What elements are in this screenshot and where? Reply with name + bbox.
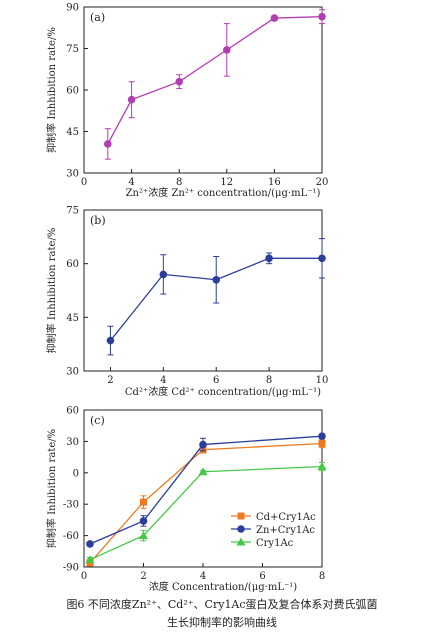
marker-circle — [106, 336, 115, 345]
x-tick-label: 6 — [259, 571, 265, 582]
marker-circle — [270, 14, 279, 22]
x-tick-label: 8 — [266, 375, 272, 386]
marker-circle — [175, 77, 183, 86]
y-tick-label: 30 — [66, 169, 79, 180]
y-tick-label: 60 — [66, 259, 79, 270]
marker-square — [318, 439, 326, 447]
y-tick-label: 60 — [66, 406, 79, 417]
marker-circle — [127, 95, 136, 104]
marker-square — [140, 498, 147, 506]
x-tick-label: 8 — [319, 571, 325, 582]
x-tick-label: 8 — [176, 177, 182, 188]
y-tick-label: 0 — [73, 468, 79, 479]
series-line — [89, 435, 323, 545]
plot-frame — [83, 209, 323, 372]
y-tick-label: 45 — [66, 127, 79, 138]
y-axis-label: 抑制率 Inhibition rate/% — [45, 429, 58, 548]
marker-circle — [86, 540, 94, 548]
y-tick-label: 75 — [66, 44, 79, 55]
series-line — [107, 16, 323, 145]
marker-circle — [212, 275, 221, 284]
panel-label: (a) — [90, 11, 105, 24]
x-tick-label: 0 — [81, 177, 87, 188]
marker-circle — [318, 432, 326, 440]
marker-triangle — [236, 537, 246, 546]
marker-circle — [318, 12, 326, 21]
marker-triangle — [317, 462, 327, 471]
x-tick-label: 20 — [316, 177, 329, 188]
marker-circle — [159, 270, 168, 279]
marker-triangle — [139, 531, 148, 540]
panel-b: (b) 2 4 6 8 10 30 45 60 75 Cd²⁺浓度 Cd²⁺ concentrati… — [45, 206, 328, 399]
y-tick-label: 90 — [66, 3, 79, 14]
x-tick-label: 0 — [81, 571, 87, 582]
panel-label: (b) — [90, 214, 106, 227]
figure-caption-line1: 图6 不同浓度Zn²⁺、Cd²⁺、Cry1Ac蛋白及复合体系对费氏弧菌 — [66, 598, 378, 611]
plot-frame — [83, 6, 323, 174]
x-axis-label: Zn²⁺浓度 Zn²⁺ concentration/(μg·mL⁻¹) — [126, 186, 321, 199]
y-axis-label: 抑制率 Inhhibition rate/% — [45, 27, 58, 153]
x-tick-label: 4 — [128, 177, 134, 188]
y-tick-label: 75 — [66, 206, 79, 217]
marker-circle — [237, 525, 245, 533]
marker-triangle — [85, 555, 95, 564]
y-tick-label: 30 — [66, 437, 79, 448]
x-tick-label: 2 — [140, 571, 146, 582]
panel-c: (c) 0 2 4 6 8 -90 -60 -30 0 30 60 浓度 Concentration/(… — [45, 406, 327, 593]
marker-circle — [223, 46, 231, 54]
x-tick-label: 12 — [220, 177, 233, 188]
y-tick-label: 30 — [66, 367, 79, 378]
marker-circle — [265, 254, 273, 263]
x-tick-label: 6 — [213, 375, 219, 386]
legend-label: Cry1Ac — [256, 538, 294, 549]
marker-circle — [318, 254, 326, 263]
series-line — [89, 465, 323, 561]
y-tick-label: 60 — [66, 86, 79, 97]
x-tick-label: 4 — [160, 375, 166, 386]
x-tick-label: 10 — [316, 375, 329, 386]
marker-circle — [139, 517, 148, 525]
y-tick-label: 45 — [66, 313, 79, 324]
y-tick-label: -60 — [63, 531, 79, 542]
marker-circle — [199, 440, 207, 449]
y-tick-label: -30 — [63, 500, 79, 511]
x-axis-label: 浓度 Concentration/(μg·mL⁻¹) — [149, 580, 297, 593]
figure-caption-line2: 生长抑制率的影响曲线 — [167, 616, 277, 629]
x-axis-label: Cd²⁺浓度 Cd²⁺ concentration/(μg·mL⁻¹) — [125, 385, 321, 398]
legend-label: Zn+Cry1Ac — [256, 525, 315, 536]
y-axis-label: 抑制率 Inhhibition rate/% — [45, 228, 58, 354]
x-tick-label: 16 — [268, 177, 281, 188]
y-tick-label: -90 — [63, 563, 79, 574]
x-tick-label: 2 — [107, 375, 113, 386]
marker-circle — [104, 140, 112, 148]
marker-square — [237, 512, 245, 520]
marker-triangle — [198, 467, 208, 476]
x-tick-label: 4 — [200, 571, 206, 582]
legend-label: Cd+Cry1Ac — [256, 512, 316, 523]
panel-label: (c) — [90, 414, 105, 427]
panel-a: (a) 0 4 8 12 16 20 30 45 60 75 90 Zn²⁺浓度 Zn²⁺ concen… — [45, 3, 328, 200]
